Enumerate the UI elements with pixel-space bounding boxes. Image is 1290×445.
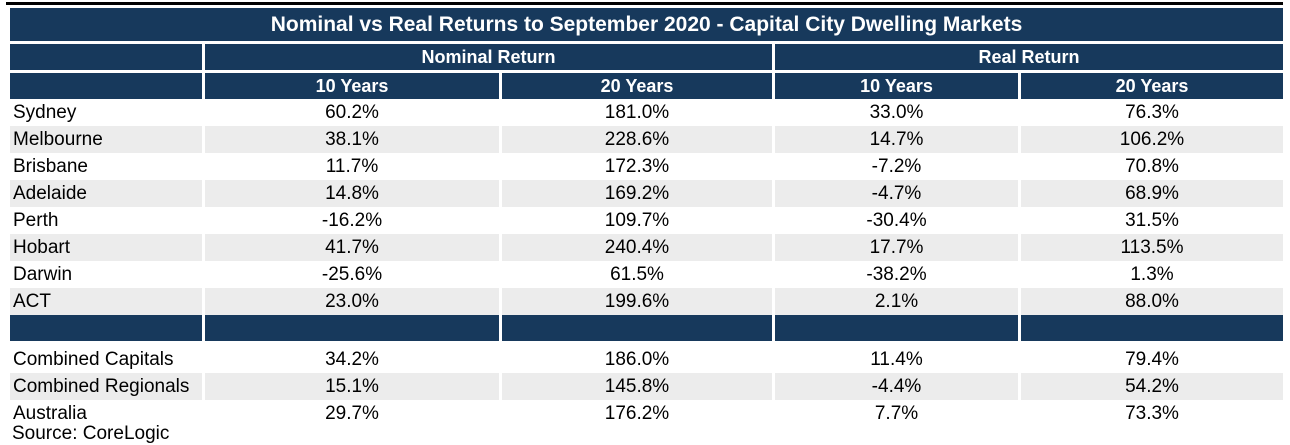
cell-real-20y: 106.2% <box>1021 126 1283 153</box>
table-title: Nominal vs Real Returns to September 202… <box>10 8 1283 41</box>
cell-real-10y: -30.4% <box>866 210 927 231</box>
top-rule <box>6 2 1283 5</box>
row-label: Darwin <box>13 264 73 285</box>
cell-real-10y: -4.4% <box>775 373 1018 400</box>
cell-real-10y: 33.0% <box>869 102 924 123</box>
column-header-spacer <box>10 73 202 99</box>
cell-real-10y: 7.7% <box>874 403 919 424</box>
cell-nominal-20y: 109.7% <box>604 210 670 231</box>
cell-real-10y: -4.7% <box>775 180 1018 207</box>
cell-nominal-20y: 169.2% <box>502 180 772 207</box>
cell-real-20y: 70.8% <box>1125 156 1179 177</box>
cell-nominal-20y: 145.8% <box>502 373 772 400</box>
cell-nominal-10y: 23.0% <box>205 288 499 315</box>
column-header-real-10y: 10 Years <box>775 73 1018 99</box>
cell-nominal-10y: 41.7% <box>205 234 499 261</box>
separator-cell <box>502 315 772 341</box>
cell-nominal-20y: 199.6% <box>502 288 772 315</box>
cell-nominal-20y: 172.3% <box>604 156 670 177</box>
row-label: Combined Regionals <box>10 373 202 400</box>
cell-nominal-20y: 186.0% <box>604 349 670 370</box>
cell-real-20y: 31.5% <box>1125 210 1179 231</box>
cell-real-10y: -7.2% <box>871 156 922 177</box>
table-row-adelaide: Adelaide 14.8% 169.2% -4.7% 68.9% <box>10 180 1283 207</box>
separator-cell <box>205 315 499 341</box>
table-row-act: ACT 23.0% 199.6% 2.1% 88.0% <box>10 288 1283 315</box>
cell-real-20y: 73.3% <box>1125 403 1179 424</box>
separator-cell <box>1021 315 1283 341</box>
cell-real-10y: 11.4% <box>870 349 923 370</box>
group-header-row: Nominal Return Real Return <box>10 44 1283 70</box>
cell-real-10y: 2.1% <box>775 288 1018 315</box>
row-label: Hobart <box>10 234 202 261</box>
cell-real-20y: 76.3% <box>1125 102 1179 123</box>
cell-nominal-10y: 11.7% <box>325 156 379 177</box>
cell-nominal-10y: 29.7% <box>325 403 379 424</box>
table-row-perth: Perth -16.2% 109.7% -30.4% 31.5% <box>10 207 1283 234</box>
cell-real-10y: -38.2% <box>866 264 927 285</box>
cell-nominal-10y: -16.2% <box>321 210 383 231</box>
table-row-australia: Australia 29.7% 176.2% 7.7% 73.3% <box>10 400 1283 427</box>
row-label: ACT <box>10 288 202 315</box>
cell-nominal-20y: 240.4% <box>502 234 772 261</box>
cell-real-20y: 79.4% <box>1125 349 1179 370</box>
table-row-combined-capitals: Combined Capitals 34.2% 186.0% 11.4% 79.… <box>10 346 1283 373</box>
row-label: Perth <box>13 210 59 231</box>
group-header-nominal-return: Nominal Return <box>205 44 772 70</box>
row-label: Combined Capitals <box>13 349 174 370</box>
cell-nominal-20y: 176.2% <box>604 403 670 424</box>
cell-nominal-20y: 228.6% <box>502 126 772 153</box>
cell-real-20y: 68.9% <box>1021 180 1283 207</box>
table-row-darwin: Darwin -25.6% 61.5% -38.2% 1.3% <box>10 261 1283 288</box>
cell-real-20y: 113.5% <box>1021 234 1283 261</box>
row-label: Melbourne <box>10 126 202 153</box>
cell-real-20y: 1.3% <box>1130 264 1174 285</box>
separator-cell <box>10 315 202 341</box>
cell-real-20y: 54.2% <box>1021 373 1283 400</box>
group-header-real-return: Real Return <box>775 44 1283 70</box>
row-label: Australia <box>13 403 87 424</box>
cell-nominal-10y: 60.2% <box>325 102 379 123</box>
row-label: Sydney <box>13 102 77 123</box>
column-header-real-20y: 20 Years <box>1021 73 1283 99</box>
column-header-nominal-10y: 10 Years <box>205 73 499 99</box>
column-header-nominal-20y: 20 Years <box>502 73 772 99</box>
cell-nominal-10y: 14.8% <box>205 180 499 207</box>
cell-nominal-10y: 34.2% <box>325 349 379 370</box>
table-row-brisbane: Brisbane 11.7% 172.3% -7.2% 70.8% <box>10 153 1283 180</box>
separator-row <box>10 315 1283 341</box>
returns-table: Nominal vs Real Returns to September 202… <box>10 8 1283 445</box>
cell-nominal-10y: -25.6% <box>321 264 383 285</box>
cell-nominal-20y: 61.5% <box>610 264 664 285</box>
separator-cell <box>775 315 1018 341</box>
cell-nominal-10y: 38.1% <box>205 126 499 153</box>
group-header-spacer <box>10 44 202 70</box>
cell-real-10y: 17.7% <box>775 234 1018 261</box>
cell-real-20y: 88.0% <box>1021 288 1283 315</box>
table-row-hobart: Hobart 41.7% 240.4% 17.7% 113.5% <box>10 234 1283 261</box>
row-label: Brisbane <box>13 156 88 177</box>
cell-nominal-10y: 15.1% <box>205 373 499 400</box>
table-row-sydney: Sydney 60.2% 181.0% 33.0% 76.3% <box>10 99 1283 126</box>
cell-nominal-20y: 181.0% <box>604 102 670 123</box>
table-row-melbourne: Melbourne 38.1% 228.6% 14.7% 106.2% <box>10 126 1283 153</box>
column-header-row: 10 Years 20 Years 10 Years 20 Years <box>10 73 1283 99</box>
table-row-combined-regionals: Combined Regionals 15.1% 145.8% -4.4% 54… <box>10 373 1283 400</box>
row-label: Adelaide <box>10 180 202 207</box>
cell-real-10y: 14.7% <box>775 126 1018 153</box>
